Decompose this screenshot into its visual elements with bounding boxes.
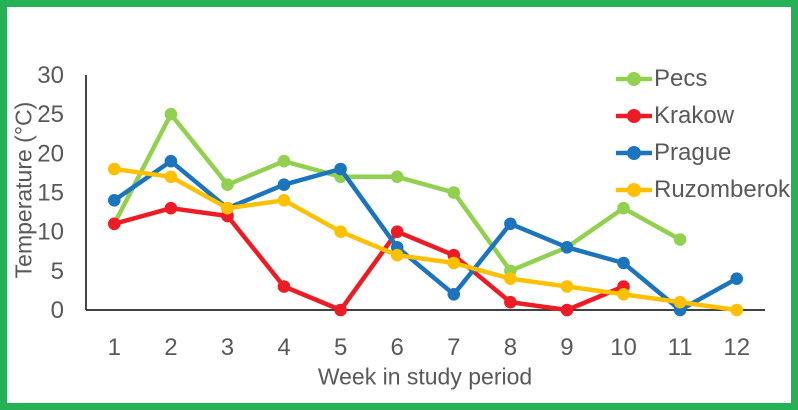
- data-point-ruzomberok: [730, 303, 743, 317]
- data-point-krakow: [504, 295, 517, 309]
- y-tick-label: 0: [51, 297, 64, 324]
- data-point-prague: [730, 272, 743, 286]
- y-tick-label: 25: [37, 101, 64, 128]
- data-point-ruzomberok: [560, 280, 574, 293]
- x-tick-label: 8: [504, 334, 517, 361]
- data-point-krakow: [164, 201, 178, 215]
- x-tick-label: 6: [391, 334, 404, 361]
- legend-marker-dot: [627, 145, 641, 160]
- x-tick-label: 2: [164, 334, 177, 361]
- legend-label: Krakow: [654, 101, 735, 129]
- legend-label: Prague: [654, 138, 732, 166]
- data-point-ruzomberok: [447, 256, 461, 270]
- x-tick-label: 10: [610, 334, 637, 361]
- data-point-pecs: [390, 170, 404, 184]
- y-tick-label: 30: [37, 62, 64, 89]
- y-tick-label: 20: [37, 140, 64, 167]
- legend-item-pecs: Pecs: [616, 60, 790, 97]
- legend-marker-dot: [627, 182, 641, 197]
- legend-label: Ruzomberok: [654, 175, 791, 203]
- data-point-pecs: [164, 107, 178, 121]
- x-tick-label: 1: [108, 334, 121, 361]
- x-tick-label: 7: [447, 334, 460, 361]
- x-axis-title: Week in study period: [317, 363, 533, 390]
- y-axis-title: Temperature (°C): [10, 101, 37, 279]
- data-point-ruzomberok: [617, 288, 630, 301]
- x-tick-label: 4: [277, 334, 290, 361]
- data-point-krakow: [390, 225, 404, 238]
- legend-marker-dot: [627, 108, 641, 123]
- legend-item-ruzomberok: Ruzomberok: [616, 171, 790, 208]
- data-point-pecs: [673, 233, 687, 246]
- data-point-ruzomberok: [221, 201, 234, 215]
- series-line-prague: [112, 158, 739, 313]
- data-point-prague: [560, 241, 574, 254]
- y-tick-label: 15: [37, 180, 64, 207]
- series-line-ruzomberok: [112, 166, 739, 313]
- data-point-prague: [108, 194, 121, 207]
- data-point-ruzomberok: [277, 194, 291, 207]
- data-point-prague: [617, 256, 630, 270]
- data-point-prague: [447, 288, 461, 301]
- legend: Pecs Krakow Prague Ruzomberok: [616, 60, 790, 208]
- data-point-pecs: [447, 186, 461, 199]
- data-point-krakow: [560, 303, 574, 317]
- data-point-prague: [504, 217, 517, 231]
- data-point-ruzomberok: [334, 225, 347, 238]
- legend-item-krakow: Krakow: [616, 97, 790, 134]
- legend-marker-icon: [616, 71, 652, 86]
- data-point-prague: [164, 154, 178, 168]
- x-tick-label: 3: [221, 334, 234, 361]
- legend-item-prague: Prague: [616, 134, 790, 171]
- data-point-ruzomberok: [504, 272, 517, 286]
- legend-marker-icon: [616, 182, 652, 197]
- data-point-prague: [277, 178, 291, 191]
- data-point-ruzomberok: [673, 295, 687, 309]
- y-tick-label: 5: [51, 258, 64, 285]
- data-point-pecs: [277, 154, 291, 168]
- data-point-ruzomberok: [390, 248, 404, 262]
- x-tick-label: 11: [668, 334, 693, 361]
- data-point-krakow: [277, 280, 291, 293]
- x-tick-label: 5: [334, 334, 347, 361]
- series-line-krakow: [112, 205, 626, 313]
- legend-marker-icon: [616, 108, 652, 123]
- data-point-pecs: [617, 201, 630, 215]
- data-point-ruzomberok: [108, 162, 121, 176]
- x-tick-label: 12: [723, 334, 750, 361]
- data-point-krakow: [334, 303, 347, 317]
- data-point-pecs: [221, 178, 234, 191]
- x-tick-label: 9: [560, 334, 573, 361]
- data-point-ruzomberok: [164, 170, 178, 184]
- data-point-krakow: [108, 217, 121, 231]
- legend-marker-icon: [616, 145, 652, 160]
- legend-label: Pecs: [654, 64, 708, 92]
- y-tick-label: 10: [37, 219, 64, 246]
- data-point-prague: [334, 162, 347, 176]
- legend-marker-dot: [627, 71, 641, 86]
